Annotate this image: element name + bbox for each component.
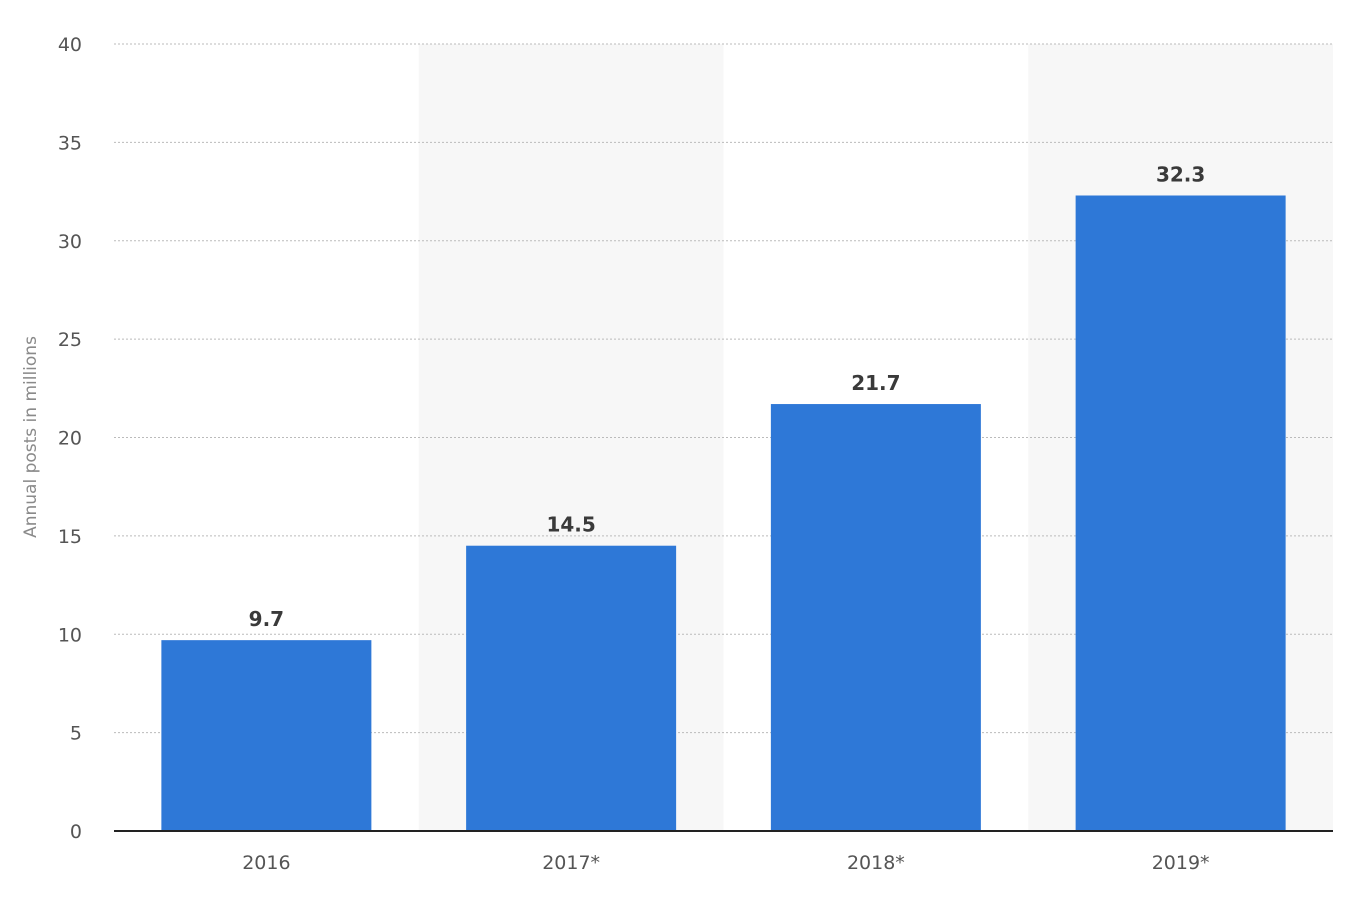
data-label: 32.3 — [1156, 162, 1205, 186]
y-tick-label: 0 — [70, 821, 82, 843]
x-tick-label: 2016 — [242, 852, 290, 874]
bar-2019*[interactable] — [1075, 195, 1286, 831]
y-tick-label: 10 — [58, 624, 82, 646]
data-labels: 9.7 14.5 21.7 32.3 — [249, 162, 1206, 631]
bar-2017*[interactable] — [466, 545, 677, 831]
bar-2016[interactable] — [161, 640, 372, 831]
x-tick-label: 2019* — [1152, 852, 1210, 874]
y-tick-label: 5 — [70, 723, 82, 745]
y-tick-label: 40 — [58, 34, 82, 56]
y-tick-label: 25 — [58, 329, 82, 351]
bars — [161, 195, 1286, 831]
bar-2018*[interactable] — [770, 404, 981, 831]
x-axis-ticks: 2016 2017* 2018* 2019* — [242, 852, 1209, 874]
y-tick-label: 15 — [58, 526, 82, 548]
gridlines — [114, 43, 1333, 734]
data-label: 14.5 — [546, 513, 595, 537]
y-tick-label: 20 — [58, 428, 82, 450]
y-tick-label: 30 — [58, 231, 82, 253]
y-axis-ticks: 0 5 10 15 20 25 30 35 40 — [58, 34, 82, 843]
data-label: 21.7 — [851, 371, 900, 395]
y-axis-title: Annual posts in millions — [21, 336, 41, 538]
x-tick-label: 2017* — [542, 852, 600, 874]
x-tick-label: 2018* — [847, 852, 905, 874]
y-tick-label: 35 — [58, 132, 82, 154]
data-label: 9.7 — [249, 607, 284, 631]
